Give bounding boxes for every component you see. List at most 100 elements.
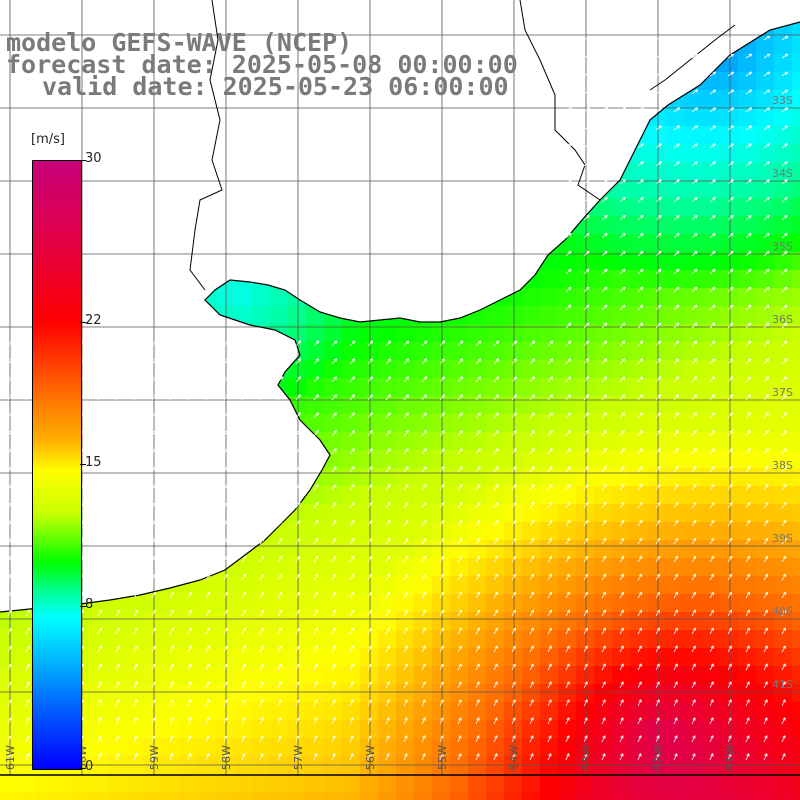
wind-arrow — [619, 304, 626, 311]
wind-arrow — [637, 125, 644, 131]
wind-arrow — [367, 501, 373, 509]
wind-arrow — [349, 753, 354, 761]
wind-arrow — [457, 645, 462, 653]
wind-arrow — [349, 735, 354, 743]
wind-arrow — [619, 53, 627, 59]
wind-arrow — [331, 735, 336, 743]
wind-arrow — [601, 699, 606, 707]
wind-arrow — [745, 717, 750, 725]
wind-arrow — [709, 412, 715, 419]
wind-arrow — [205, 573, 211, 581]
wind-arrow — [313, 699, 318, 707]
wind-arrow — [367, 627, 372, 635]
wind-arrow — [367, 466, 373, 473]
wind-arrow — [349, 537, 355, 545]
wind-arrow — [655, 125, 662, 131]
wind-arrow — [781, 376, 788, 383]
wind-arrow — [583, 71, 591, 77]
wind-arrow — [457, 376, 464, 383]
wind-arrow — [313, 340, 320, 347]
wind-arrow — [241, 466, 247, 473]
wind-arrow — [781, 537, 787, 545]
wind-arrow — [727, 268, 734, 275]
wind-arrow — [277, 376, 284, 383]
wind-arrow — [709, 430, 715, 437]
wind-arrow — [259, 609, 264, 617]
wind-arrow — [205, 484, 211, 491]
wind-arrow — [277, 358, 284, 365]
wind-arrow — [349, 519, 355, 527]
wind-arrow — [619, 322, 626, 329]
wind-arrow — [601, 107, 608, 113]
wind-arrow — [691, 555, 697, 563]
wind-arrow — [619, 573, 625, 581]
wind-arrow — [619, 735, 624, 743]
wind-arrow — [169, 448, 175, 455]
wind-arrow — [313, 519, 319, 527]
wind-arrow — [241, 753, 246, 761]
wind-arrow — [583, 717, 588, 725]
wind-arrow — [349, 573, 355, 581]
wind-arrow — [439, 717, 444, 725]
wind-arrow — [133, 519, 139, 527]
wind-arrow — [205, 555, 211, 563]
wind-arrow — [745, 537, 751, 545]
wind-arrow — [367, 484, 373, 491]
wind-arrow — [763, 484, 769, 491]
wind-arrow — [619, 717, 624, 725]
wind-arrow — [439, 484, 445, 491]
wind-arrow — [331, 537, 337, 545]
wind-arrow — [115, 753, 120, 761]
wind-arrow — [313, 681, 318, 689]
wind-arrow — [241, 537, 247, 545]
wind-arrow — [277, 501, 283, 509]
wind-arrow — [565, 466, 571, 473]
wind-arrow — [511, 735, 516, 743]
wind-arrow — [457, 501, 463, 509]
wind-arrow — [745, 286, 752, 293]
wind-arrow — [637, 681, 642, 689]
wind-arrow — [511, 681, 516, 689]
wind-arrow — [781, 412, 787, 419]
wind-arrow — [25, 430, 31, 437]
wind-arrow — [277, 663, 282, 671]
wind-arrow — [223, 555, 229, 563]
wind-arrow — [781, 591, 787, 599]
wind-arrow — [619, 519, 625, 527]
wind-arrow — [781, 340, 788, 347]
wind-arrow — [655, 107, 662, 113]
wind-arrow — [673, 609, 678, 617]
wind-arrow — [565, 717, 570, 725]
wind-arrow — [745, 645, 750, 653]
wind-arrow — [511, 645, 516, 653]
wind-arrow — [493, 430, 499, 437]
wind-arrow — [277, 717, 282, 725]
wind-arrow — [511, 591, 517, 599]
wind-arrow — [367, 430, 373, 437]
wind-arrow — [295, 394, 301, 401]
wind-arrow — [601, 197, 608, 203]
wind-arrow — [187, 699, 192, 707]
wind-arrow — [385, 412, 391, 419]
wind-arrow — [457, 519, 463, 527]
wind-arrow — [295, 430, 301, 437]
wind-arrow — [259, 681, 264, 689]
wind-arrow — [601, 161, 608, 167]
wind-arrow — [745, 376, 752, 383]
wind-arrow — [403, 681, 408, 689]
wind-arrow — [637, 627, 642, 635]
wind-arrow — [727, 394, 733, 401]
wind-arrow — [583, 179, 590, 185]
wind-arrow — [7, 609, 12, 617]
wind-arrow — [565, 519, 571, 527]
wind-arrow — [97, 412, 103, 419]
wind-arrow — [601, 322, 608, 329]
wind-arrow — [295, 591, 301, 599]
wind-arrow — [763, 250, 770, 257]
wind-arrow — [781, 466, 787, 473]
wind-arrow — [565, 125, 572, 131]
wind-arrow — [547, 412, 553, 419]
wind-arrow — [727, 250, 734, 257]
wind-arrow — [169, 645, 174, 653]
wind-arrow — [709, 322, 716, 329]
